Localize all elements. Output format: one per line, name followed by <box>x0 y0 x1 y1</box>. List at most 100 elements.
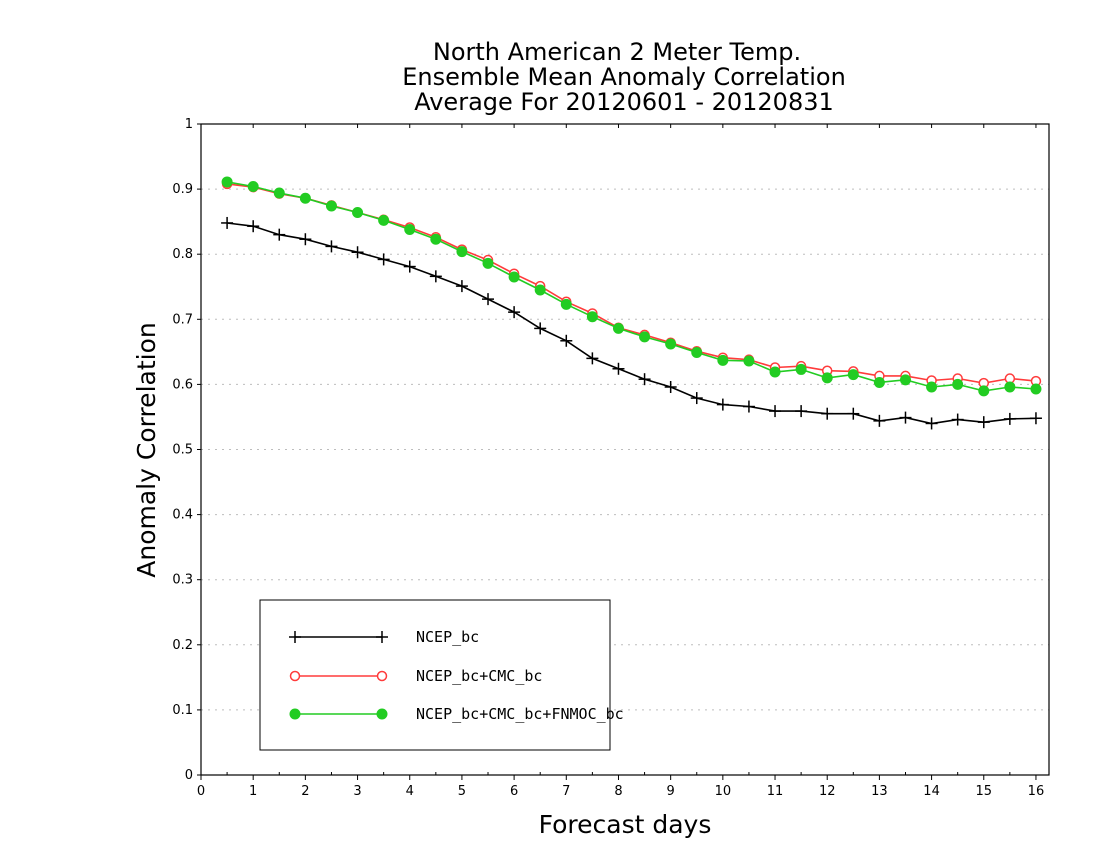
data-point <box>690 392 703 405</box>
chart-title-line-3: Average For 20120601 - 20120831 <box>414 88 834 116</box>
series-3 <box>221 176 1042 397</box>
data-point <box>925 417 938 430</box>
legend-label: NCEP_bc+CMC_bc <box>416 667 542 685</box>
data-point <box>665 338 677 350</box>
data-point <box>221 216 234 229</box>
chart-title-line-1: North American 2 Meter Temp. <box>433 38 801 66</box>
data-point <box>821 407 834 420</box>
data-point <box>586 352 599 365</box>
data-point <box>899 411 912 424</box>
data-point <box>612 322 624 334</box>
data-point <box>638 373 651 386</box>
series-lines <box>221 176 1042 430</box>
data-point <box>717 354 729 366</box>
data-point <box>534 284 546 296</box>
data-point <box>377 253 390 266</box>
legend-label: NCEP_bc+CMC_bc+FNMOC_bc <box>416 705 624 723</box>
legend: NCEP_bc NCEP_bc+CMC_bc NCEP_bc+CMC_bc+FNMO… <box>259 599 624 751</box>
data-point <box>978 385 990 397</box>
x-tick-label: 1 <box>249 784 257 799</box>
y-tick-label: 0 <box>185 768 193 783</box>
data-point <box>534 322 547 335</box>
data-point <box>456 246 468 258</box>
data-point <box>560 334 573 347</box>
x-tick-label: 14 <box>923 784 940 799</box>
chart-title: North American 2 Meter Temp. Ensemble Me… <box>402 38 846 116</box>
data-point <box>873 376 885 388</box>
y-tick-label: 0.7 <box>172 312 193 327</box>
data-point <box>352 207 364 219</box>
data-point <box>664 381 677 394</box>
x-tick-label: 9 <box>667 784 675 799</box>
data-point <box>378 214 390 226</box>
data-point <box>508 271 520 283</box>
data-point <box>351 246 364 259</box>
data-point <box>795 363 807 375</box>
data-point <box>586 311 598 323</box>
x-tick-label: 2 <box>301 784 309 799</box>
series-1 <box>221 216 1042 430</box>
legend-marker <box>376 708 388 720</box>
legend-marker <box>289 670 301 682</box>
legend-item: NCEP_bc <box>289 628 479 646</box>
y-tick-label: 0.5 <box>172 443 193 458</box>
data-point <box>325 240 338 253</box>
data-point <box>247 220 260 233</box>
data-point <box>404 223 416 235</box>
x-tick-label: 5 <box>458 784 466 799</box>
data-point <box>299 192 311 204</box>
y-axis-label: Anomaly Correlation <box>132 322 161 577</box>
legend-box <box>259 599 611 751</box>
data-point <box>716 398 729 411</box>
data-point <box>926 381 938 393</box>
data-point <box>769 366 781 378</box>
data-point <box>1004 381 1016 393</box>
data-point <box>821 372 833 384</box>
y-tick-label: 0.8 <box>172 247 193 262</box>
data-point <box>612 362 625 375</box>
x-tick-label: 0 <box>197 784 205 799</box>
legend-label: NCEP_bc <box>416 628 479 646</box>
data-point <box>847 369 859 381</box>
data-point <box>325 200 337 212</box>
legend-items: NCEP_bc NCEP_bc+CMC_bc NCEP_bc+CMC_bc+FNMO… <box>289 628 624 723</box>
x-tick-label: 12 <box>819 784 836 799</box>
axis-ticks: 00.10.20.30.40.50.60.70.80.910 1 2 3 4 5 6 7 8 9 1… <box>172 117 1044 799</box>
legend-marker <box>376 670 388 682</box>
legend-marker <box>289 708 301 720</box>
x-tick-label: 13 <box>871 784 888 799</box>
data-point <box>560 298 572 310</box>
x-tick-label: 4 <box>406 784 414 799</box>
x-tick-label: 8 <box>614 784 622 799</box>
y-tick-label: 0.2 <box>172 638 193 653</box>
data-point <box>769 405 782 418</box>
data-point <box>1029 412 1042 425</box>
data-point <box>455 280 468 293</box>
data-point <box>795 405 808 418</box>
data-point <box>977 416 990 429</box>
data-point <box>742 400 755 413</box>
data-point <box>508 306 521 319</box>
y-tick-label: 0.6 <box>172 377 193 392</box>
data-point <box>873 414 886 427</box>
x-tick-label: 16 <box>1028 784 1045 799</box>
series-line <box>227 222 1037 425</box>
data-point <box>273 187 285 199</box>
x-tick-label: 15 <box>975 784 992 799</box>
data-point <box>429 270 442 283</box>
x-tick-label: 3 <box>353 784 361 799</box>
x-tick-label: 6 <box>510 784 518 799</box>
data-point <box>273 228 286 241</box>
y-tick-label: 0.1 <box>172 703 193 718</box>
data-point <box>221 176 233 188</box>
x-tick-label: 11 <box>767 784 784 799</box>
y-tick-label: 0.3 <box>172 573 193 588</box>
legend-item: NCEP_bc+CMC_bc <box>289 667 542 685</box>
chart-title-line-2: Ensemble Mean Anomaly Correlation <box>402 63 846 91</box>
series-2 <box>221 178 1042 389</box>
legend-marker <box>376 631 388 643</box>
data-point <box>430 233 442 245</box>
y-tick-label: 1 <box>185 117 193 132</box>
data-point <box>299 233 312 246</box>
